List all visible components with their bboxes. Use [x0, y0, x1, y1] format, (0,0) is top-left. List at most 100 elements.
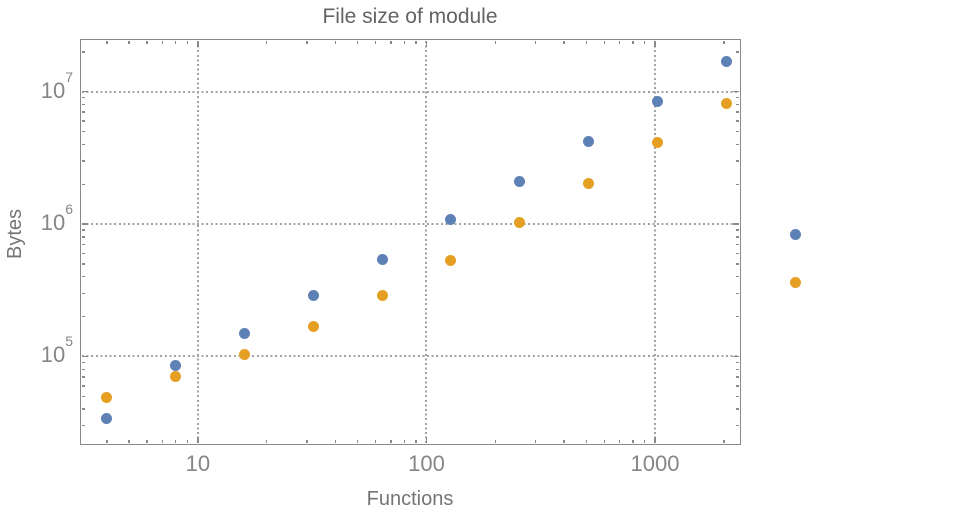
y-minor-tick — [735, 361, 739, 364]
x-minor-tick — [603, 40, 605, 44]
y-grid-line — [81, 223, 739, 226]
data-point-series-2-orange — [514, 217, 526, 229]
data-point-series-2-orange — [651, 137, 663, 149]
y-minor-tick — [81, 252, 85, 255]
x-minor-tick — [375, 40, 377, 44]
x-minor-tick — [390, 40, 392, 44]
data-point-series-2-orange — [789, 277, 801, 289]
y-grid-line — [81, 355, 739, 358]
y-minor-tick — [81, 368, 85, 370]
x-minor-tick — [265, 439, 268, 443]
y-minor-tick — [81, 111, 85, 113]
x-minor-tick — [306, 439, 308, 443]
y-minor-tick — [735, 229, 739, 231]
x-minor-tick — [585, 439, 587, 443]
x-minor-tick — [563, 439, 565, 443]
y-tick-exponent: 6 — [65, 201, 73, 218]
x-minor-tick — [415, 40, 417, 44]
y-grid-line — [81, 90, 739, 93]
x-minor-tick — [146, 439, 148, 443]
y-minor-tick — [81, 395, 85, 397]
x-minor-tick — [306, 40, 308, 44]
y-minor-tick — [735, 252, 739, 255]
x-minor-tick — [415, 439, 417, 443]
y-minor-tick — [81, 376, 85, 378]
data-point-series-1-blue — [239, 327, 251, 339]
y-minor-tick — [81, 385, 85, 387]
y-tick-label: 107 — [40, 68, 73, 103]
y-minor-tick — [735, 51, 739, 53]
x-grid-line — [654, 40, 657, 443]
x-minor-tick — [403, 439, 405, 443]
x-minor-tick — [563, 40, 565, 44]
plot-frame — [80, 39, 741, 445]
x-tick-label: 1000 — [630, 451, 680, 476]
x-minor-tick — [356, 439, 359, 443]
x-minor-tick — [175, 40, 177, 44]
x-minor-tick — [494, 40, 496, 44]
x-major-tick — [425, 437, 428, 443]
data-point-series-2-orange — [583, 177, 595, 189]
x-axis-label: Functions — [366, 488, 454, 510]
y-minor-tick — [81, 183, 85, 185]
y-minor-tick — [735, 97, 739, 99]
y-minor-tick — [735, 315, 739, 318]
x-tick-label: 100 — [408, 451, 445, 476]
data-point-series-2-orange — [239, 348, 251, 360]
data-point-series-2-orange — [101, 391, 113, 403]
x-minor-tick — [618, 439, 621, 443]
y-minor-tick — [735, 120, 739, 122]
data-point-series-2-orange — [376, 289, 388, 301]
x-minor-tick — [723, 40, 725, 44]
y-major-tick — [733, 223, 739, 225]
x-minor-tick — [723, 439, 725, 443]
y-tick-exponent: 7 — [65, 68, 73, 85]
y-minor-tick — [81, 361, 85, 364]
y-minor-tick — [735, 276, 739, 278]
data-point-series-2-orange — [170, 371, 182, 383]
x-minor-tick — [146, 40, 148, 44]
x-major-tick — [654, 437, 656, 443]
x-minor-tick — [175, 439, 177, 443]
x-minor-tick — [403, 40, 405, 44]
data-point-series-1-blue — [583, 135, 595, 147]
x-minor-tick — [494, 439, 496, 443]
y-minor-tick — [81, 130, 85, 133]
y-minor-tick — [81, 236, 85, 238]
y-minor-tick — [81, 120, 85, 122]
y-major-tick — [733, 90, 739, 93]
x-minor-tick — [334, 439, 337, 443]
y-minor-tick — [81, 292, 85, 294]
y-minor-tick — [81, 143, 85, 146]
y-minor-tick — [735, 143, 739, 146]
x-minor-tick — [632, 439, 634, 443]
x-minor-tick — [643, 40, 646, 44]
x-minor-tick — [585, 40, 587, 44]
y-major-tick — [733, 355, 739, 358]
data-point-series-1-blue — [445, 213, 457, 225]
y-tick-label: 106 — [40, 201, 73, 236]
x-grid-line — [196, 40, 199, 443]
x-grid-line — [425, 40, 428, 443]
data-point-series-1-blue — [789, 228, 801, 240]
x-minor-tick — [334, 40, 337, 44]
chart-title: File size of module — [322, 5, 498, 28]
data-point-series-1-blue — [514, 175, 526, 187]
y-minor-tick — [735, 376, 739, 378]
y-major-tick — [81, 90, 88, 93]
y-minor-tick — [735, 368, 739, 370]
y-minor-tick — [735, 424, 739, 427]
x-minor-tick — [356, 40, 359, 44]
x-major-tick — [197, 40, 199, 47]
x-minor-tick — [632, 40, 634, 44]
x-major-tick — [425, 40, 428, 47]
data-point-series-1-blue — [101, 412, 113, 424]
y-minor-tick — [735, 408, 739, 410]
y-minor-tick — [81, 97, 85, 99]
x-minor-tick — [186, 40, 189, 44]
y-minor-tick — [81, 160, 85, 162]
y-minor-tick — [735, 243, 739, 246]
y-minor-tick — [81, 424, 85, 427]
y-minor-tick — [81, 243, 85, 246]
